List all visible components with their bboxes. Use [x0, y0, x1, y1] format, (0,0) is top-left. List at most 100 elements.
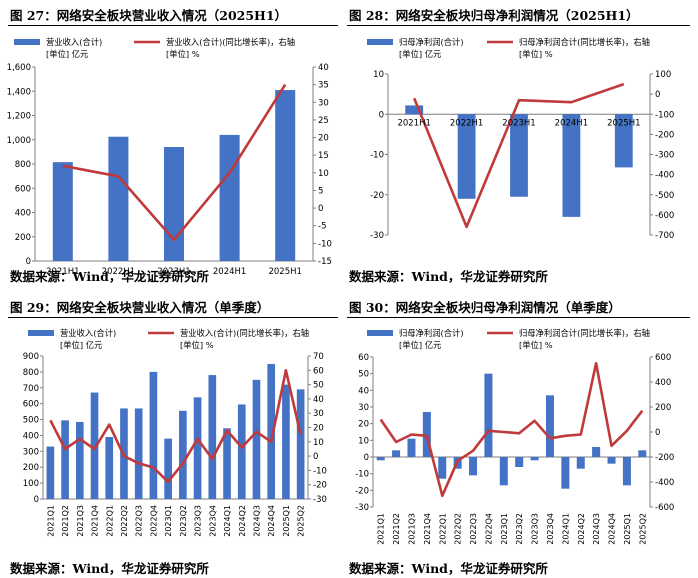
growth-line [412, 82, 625, 229]
bar [296, 389, 305, 499]
bar [237, 404, 246, 499]
bar [52, 162, 73, 261]
x-tick-label: 2024Q3 [252, 505, 261, 537]
x-tick-label: 2023H1 [502, 118, 535, 128]
right-tick-label: 60 [313, 366, 324, 376]
x-tick-label: 2024H1 [213, 267, 246, 277]
x-tick-label: 2024Q4 [608, 513, 617, 545]
x-tick-label: 2024Q2 [577, 513, 586, 545]
bar [376, 457, 385, 461]
legend-bar-swatch [28, 330, 54, 336]
bar [193, 397, 202, 499]
right-tick-label: -10 [318, 239, 332, 249]
x-tick-label: 2023Q4 [546, 513, 555, 545]
x-tick-label: 2025Q1 [623, 513, 632, 545]
right-tick-label: 0 [655, 90, 660, 100]
right-tick-label: 15 [318, 151, 329, 161]
left-tick-label: 10 [373, 70, 384, 80]
x-tick-label: 2022H1 [102, 267, 135, 277]
legend-line-label: 营业收入(合计)(同比增长率)，右轴 [180, 328, 309, 338]
title-rule-28 [347, 25, 690, 26]
bar [164, 438, 172, 499]
right-tick-label: -400 [655, 171, 674, 181]
x-tick-label: 2021Q2 [392, 513, 401, 545]
right-tick-label: 30 [313, 409, 324, 419]
growth-line [379, 361, 644, 498]
panel-title-28: 图 28：网络安全板块归母净利润情况（2025H1） [349, 8, 639, 23]
x-tick-label: 2021Q1 [377, 513, 386, 545]
x-tick-label: 2022Q4 [149, 505, 158, 537]
bar [614, 114, 633, 168]
x-tick-label: 2024H1 [555, 118, 588, 128]
bar [108, 136, 129, 261]
right-tick-label: 600 [655, 353, 671, 363]
right-tick-label: -300 [655, 151, 674, 161]
bar [607, 457, 616, 464]
bar [282, 384, 290, 499]
panel-source-27: 数据来源：Wind，华龙证券研究所 [10, 269, 209, 284]
right-tick-label: 20 [318, 134, 329, 144]
panel-source-28: 数据来源：Wind，华龙证券研究所 [349, 269, 548, 284]
left-tick-label: 50 [358, 370, 369, 380]
left-tick-label: -30 [355, 503, 369, 513]
right-tick-label: -400 [655, 478, 674, 488]
x-tick-label: 2024Q2 [238, 505, 247, 537]
x-tick-label: 2023H1 [157, 267, 190, 277]
right-tick-label: -5 [318, 222, 326, 232]
x-tick-label: 2023Q1 [164, 505, 173, 537]
right-tick-label: 10 [318, 169, 329, 179]
bar [275, 90, 296, 261]
left-tick-label: 300 [23, 447, 39, 457]
x-tick-label: 2021Q3 [76, 505, 85, 537]
legend-line-label: 归母净利润合计(同比增长率)，右轴 [519, 37, 650, 47]
legend-bar-swatch [367, 330, 393, 336]
bar [515, 457, 524, 467]
left-tick-label: 20 [358, 420, 369, 430]
bar [510, 114, 528, 197]
bar [469, 457, 478, 476]
bar [438, 457, 447, 479]
left-tick-label: -30 [370, 231, 384, 241]
legend-bar-label: 归母净利润(合计) [399, 328, 464, 338]
right-tick-label: 50 [313, 381, 324, 391]
growth-line [49, 368, 302, 484]
bar [61, 420, 69, 499]
x-tick-label: 2025Q1 [282, 505, 291, 537]
legend-bar-swatch [14, 39, 40, 45]
bar [405, 105, 424, 115]
x-tick-label: 2022Q2 [120, 505, 129, 537]
bar [592, 447, 601, 457]
bar [46, 446, 55, 499]
x-tick-label: 2023Q1 [500, 513, 509, 545]
left-tick-label: 1,200 [7, 112, 31, 122]
x-tick-label: 2022Q2 [454, 513, 463, 545]
legend-bar-unit: [单位] 亿元 [46, 49, 88, 59]
growth-line [62, 83, 287, 242]
bar [252, 379, 261, 499]
legend-bar-unit: [单位] 亿元 [399, 340, 441, 350]
bar [223, 428, 231, 499]
x-tick-label: 2021Q1 [46, 505, 55, 537]
right-tick-label: -700 [655, 231, 674, 241]
left-tick-label: 900 [23, 352, 39, 362]
right-tick-label: -200 [655, 453, 674, 463]
right-tick-label: 20 [313, 424, 324, 434]
title-rule-29 [8, 317, 338, 318]
x-tick-label: 2024Q4 [267, 505, 276, 537]
right-tick-label: 10 [313, 438, 324, 448]
right-tick-label: 100 [655, 70, 671, 80]
legend-bar-label: 营业收入(合计) [46, 37, 102, 47]
chart-revenue-h1: 02004006008001,0001,2001,4001,600-15-10-… [7, 37, 332, 277]
bar [561, 457, 570, 489]
right-tick-label: 70 [313, 352, 324, 362]
x-tick-label: 2021H1 [46, 267, 79, 277]
left-tick-label: 0 [34, 495, 39, 505]
legend-line-unit: [单位] % [166, 49, 200, 59]
x-tick-label: 2023Q2 [515, 513, 524, 545]
left-tick-label: -20 [370, 191, 384, 201]
left-tick-label: 700 [23, 384, 39, 394]
bar [484, 373, 493, 457]
left-tick-label: 400 [23, 431, 39, 441]
panel-title-30: 图 30：网络安全板块归母净利润情况（单季度） [349, 300, 621, 315]
left-tick-label: 1,400 [7, 87, 31, 97]
